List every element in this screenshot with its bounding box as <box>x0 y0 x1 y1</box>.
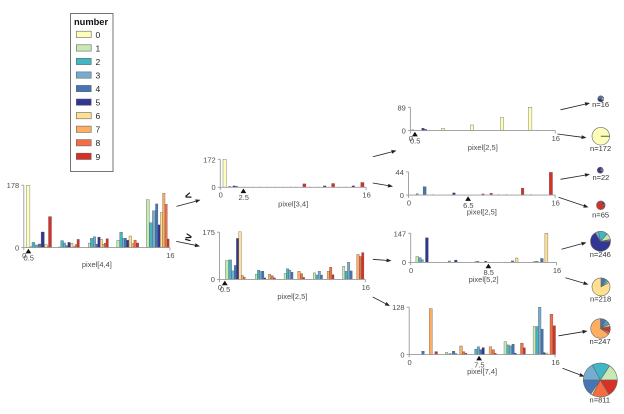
svg-text:9: 9 <box>96 152 101 162</box>
svg-text:0: 0 <box>409 266 413 275</box>
svg-text:0: 0 <box>15 243 19 252</box>
svg-text:0: 0 <box>22 251 26 260</box>
svg-text:4: 4 <box>96 84 101 94</box>
svg-text:pixel[7,4]: pixel[7,4] <box>467 367 497 376</box>
svg-text:n=246: n=246 <box>590 250 611 259</box>
svg-text:0: 0 <box>402 126 406 135</box>
svg-text:0.5: 0.5 <box>23 253 33 262</box>
svg-text:n=22: n=22 <box>592 173 609 182</box>
svg-text:pixel[2,5]: pixel[2,5] <box>467 208 497 217</box>
svg-text:6.5: 6.5 <box>463 201 473 210</box>
svg-text:number: number <box>74 17 108 27</box>
svg-text:0: 0 <box>211 275 215 284</box>
svg-text:2.5: 2.5 <box>238 193 248 202</box>
svg-text:2: 2 <box>96 57 101 67</box>
svg-text:≥: ≥ <box>184 231 193 244</box>
svg-text:16: 16 <box>362 191 370 200</box>
svg-text:pixel[3,4]: pixel[3,4] <box>278 200 308 209</box>
svg-text:7.5: 7.5 <box>474 360 484 369</box>
svg-text:7: 7 <box>96 125 101 135</box>
svg-text:0: 0 <box>400 350 404 359</box>
svg-text:0: 0 <box>407 199 411 208</box>
svg-text:147: 147 <box>394 229 407 238</box>
svg-text:16: 16 <box>552 199 560 208</box>
svg-text:128: 128 <box>392 303 405 312</box>
svg-text:175: 175 <box>202 228 215 237</box>
svg-text:pixel[2,5]: pixel[2,5] <box>468 143 498 152</box>
svg-text:0: 0 <box>408 358 412 367</box>
svg-text:n=218: n=218 <box>590 295 611 304</box>
svg-text:pixel[5,2]: pixel[5,2] <box>469 275 499 284</box>
svg-text:16: 16 <box>551 358 559 367</box>
svg-text:178: 178 <box>7 181 20 190</box>
svg-text:172: 172 <box>203 155 216 164</box>
svg-text:16: 16 <box>166 251 174 260</box>
svg-text:5: 5 <box>96 98 101 108</box>
svg-text:0.5: 0.5 <box>410 136 420 145</box>
svg-text:44: 44 <box>396 168 404 177</box>
svg-text:n=172: n=172 <box>590 144 611 153</box>
svg-text:8: 8 <box>96 138 101 148</box>
svg-text:89: 89 <box>397 103 405 112</box>
svg-text:0: 0 <box>96 30 101 40</box>
svg-text:<: < <box>183 190 193 203</box>
svg-text:6: 6 <box>96 111 101 121</box>
svg-text:n=811: n=811 <box>590 396 611 405</box>
svg-text:8.5: 8.5 <box>483 268 493 277</box>
svg-text:pixel[4,4]: pixel[4,4] <box>82 260 112 269</box>
svg-text:0.5: 0.5 <box>220 285 230 294</box>
svg-text:0: 0 <box>400 191 404 200</box>
svg-text:n=247: n=247 <box>590 337 611 346</box>
svg-text:0: 0 <box>212 183 216 192</box>
svg-text:pixel[2,5]: pixel[2,5] <box>277 292 307 301</box>
svg-text:16: 16 <box>362 283 370 292</box>
svg-text:1: 1 <box>96 43 101 53</box>
svg-text:0: 0 <box>219 191 223 200</box>
svg-text:16: 16 <box>553 266 561 275</box>
svg-text:3: 3 <box>96 71 101 81</box>
svg-text:n=65: n=65 <box>592 211 609 220</box>
svg-text:0: 0 <box>218 283 222 292</box>
svg-text:n=16: n=16 <box>592 100 609 109</box>
svg-text:16: 16 <box>552 134 560 143</box>
svg-text:0: 0 <box>409 134 413 143</box>
svg-text:0: 0 <box>402 258 406 267</box>
